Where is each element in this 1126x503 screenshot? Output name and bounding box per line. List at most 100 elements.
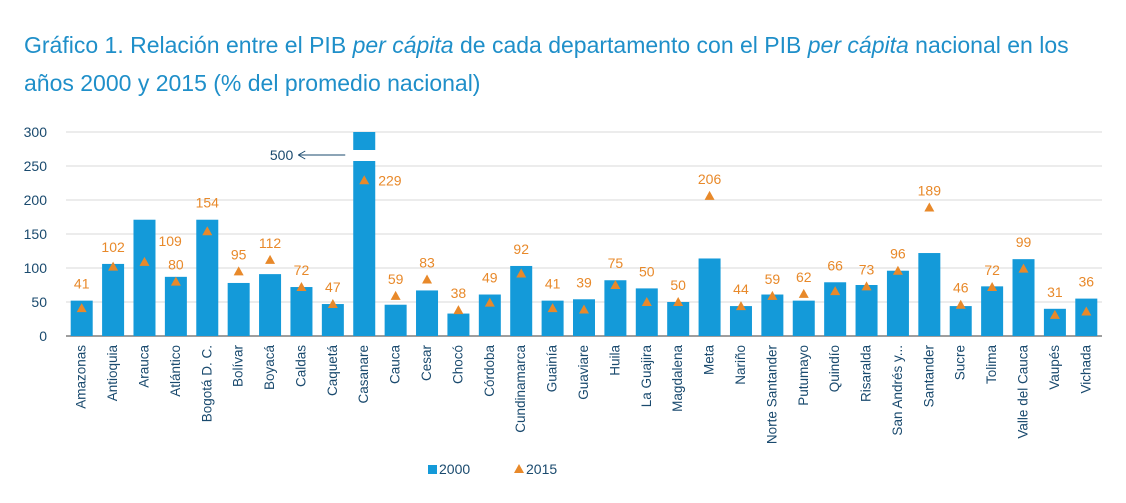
y-tick-label: 50 (31, 294, 47, 310)
data-label-2015: 109 (158, 233, 182, 249)
bar-2000-norte-santander (761, 294, 784, 336)
category-labels: Amazonas Antioquia Arauca Atlántico Bogotá D… (74, 344, 1094, 444)
bar-2000-la-guajira (635, 288, 658, 336)
marker-2015-la-guajira (641, 297, 652, 306)
marker-2015-risaralda (861, 281, 872, 291)
marker-2015-guainia (547, 303, 558, 313)
annotation-arrow-head (297, 150, 306, 160)
data-label-2015: 154 (196, 195, 220, 211)
bar-2000-valle-del-cauca (1012, 259, 1035, 336)
category-label-norte-santander: Norte Santander (764, 344, 779, 444)
bar-2000-amazonas (70, 300, 93, 336)
y-axis-ticks: 0 50 100 150 200 250 300 (24, 124, 48, 344)
category-label-antioquia: Antioquia (105, 345, 120, 402)
data-label-2015: 36 (1079, 274, 1095, 290)
bar-2000-sucre (949, 306, 972, 336)
marker-2015-caqueta (327, 299, 338, 309)
annotation-label: 500 (270, 147, 294, 163)
bar-2000-choco (447, 313, 470, 336)
marker-2015-valle-del-cauca (1018, 263, 1029, 273)
data-label-2015: 75 (608, 255, 624, 271)
bar-2000-cundinamarca (510, 265, 533, 336)
bar-2000-santander (918, 253, 941, 336)
bar-2000-bolivar (227, 282, 250, 336)
title-part-1: Gráfico 1. Relación entre el PIB (24, 32, 353, 58)
category-label-putumayo: Putumayo (796, 345, 811, 406)
bar-2000-casanare (353, 132, 376, 336)
marker-2015-cesar (422, 274, 433, 284)
data-label-2015: 72 (294, 262, 310, 278)
category-label-boyaca: Boyacá (262, 345, 277, 391)
data-label-2015: 66 (827, 257, 843, 273)
data-label-2015: 41 (545, 276, 561, 292)
marker-2015-cauca (390, 290, 401, 300)
bars-2000 (70, 132, 1098, 336)
category-label-san-andres-y: San Andrés y... (890, 345, 905, 436)
marker-2015-cundinamarca (516, 268, 527, 278)
title-italic-2: per cápita (807, 32, 909, 58)
category-label-cundinamarca: Cundinamarca (513, 345, 528, 433)
category-label-cordoba: Córdoba (482, 345, 497, 397)
marker-2015-boyaca (265, 254, 276, 264)
category-label-arauca: Arauca (136, 345, 151, 388)
category-label-guainia: Guainía (545, 345, 560, 393)
category-label-caldas: Caldas (293, 345, 308, 387)
legend-swatch-2000 (428, 465, 437, 474)
data-label-2015: 62 (796, 269, 812, 285)
chart-title: Gráfico 1. Relación entre el PIB per cáp… (24, 26, 1114, 102)
data-label-2015: 47 (325, 279, 341, 295)
bar-2000-huila (604, 280, 627, 336)
marker-2015-huila (610, 280, 621, 289)
marker-2015-sucre (955, 299, 966, 309)
category-label-guaviare: Guaviare (576, 345, 591, 400)
data-label-2015: 206 (698, 171, 722, 187)
marker-2015-tolima (987, 282, 998, 292)
legend-label-2000: 2000 (439, 461, 470, 477)
category-label-vichada: Vichada (1078, 345, 1093, 394)
title-part-3: nacional en los años 2000 y 2015 (% del … (24, 32, 1069, 96)
data-label-2015: 39 (576, 274, 592, 290)
marker-2015-atlantico (170, 276, 181, 286)
y-tick-label: 300 (24, 124, 48, 140)
data-label-2015: 83 (419, 255, 435, 271)
data-label-2015: 44 (733, 281, 749, 297)
category-label-bogota-d-c: Bogotá D. C. (199, 345, 214, 422)
marker-2015-casanare (359, 175, 370, 185)
axis-break-marks (352, 150, 377, 161)
category-label-magdalena: Magdalena (670, 345, 685, 412)
data-label-2015: 229 (378, 172, 402, 188)
bar-2000-narino (729, 306, 752, 336)
category-label-huila: Huila (607, 345, 622, 376)
data-label-2015: 46 (953, 280, 969, 296)
legend[interactable]: 2000 2015 (428, 461, 557, 477)
bar-2000-risaralda (855, 285, 878, 336)
data-label-2015: 112 (259, 235, 282, 251)
category-label-tolima: Tolima (984, 345, 999, 385)
bar-2000-guaviare (573, 299, 595, 336)
marker-2015-bogota-d-c (202, 226, 213, 236)
data-label-2015: 59 (388, 271, 404, 287)
data-label-2015: 189 (918, 182, 942, 198)
data-label-2015: 50 (670, 277, 686, 293)
bar-2000-san-andres-y (886, 270, 909, 336)
markers-2015 (76, 175, 1092, 319)
category-label-sucre: Sucre (953, 345, 968, 380)
data-label-2015: 41 (74, 276, 90, 292)
marker-2015-antioquia (108, 261, 119, 271)
category-label-amazonas: Amazonas (74, 345, 89, 409)
marker-2015-choco (453, 305, 464, 315)
marker-2015-quindio (830, 286, 841, 296)
category-label-vaupes: Vaupés (1047, 345, 1062, 390)
category-label-quindio: Quindío (827, 345, 842, 392)
data-labels-2015: 41 102 109 80 154 95 112 72 47 229 59 83 38 49 92 41 39 7… (74, 171, 1094, 301)
marker-2015-vichada (1081, 306, 1092, 316)
data-label-2015: 99 (1016, 234, 1032, 250)
marker-2015-caldas (296, 282, 307, 292)
bar-2000-arauca (133, 219, 156, 336)
bar-2000-caldas (290, 287, 313, 336)
bar-2000-tolima (981, 286, 1004, 336)
category-label-meta: Meta (702, 345, 717, 376)
legend-label-2015: 2015 (526, 461, 557, 477)
data-label-2015: 73 (859, 261, 875, 277)
